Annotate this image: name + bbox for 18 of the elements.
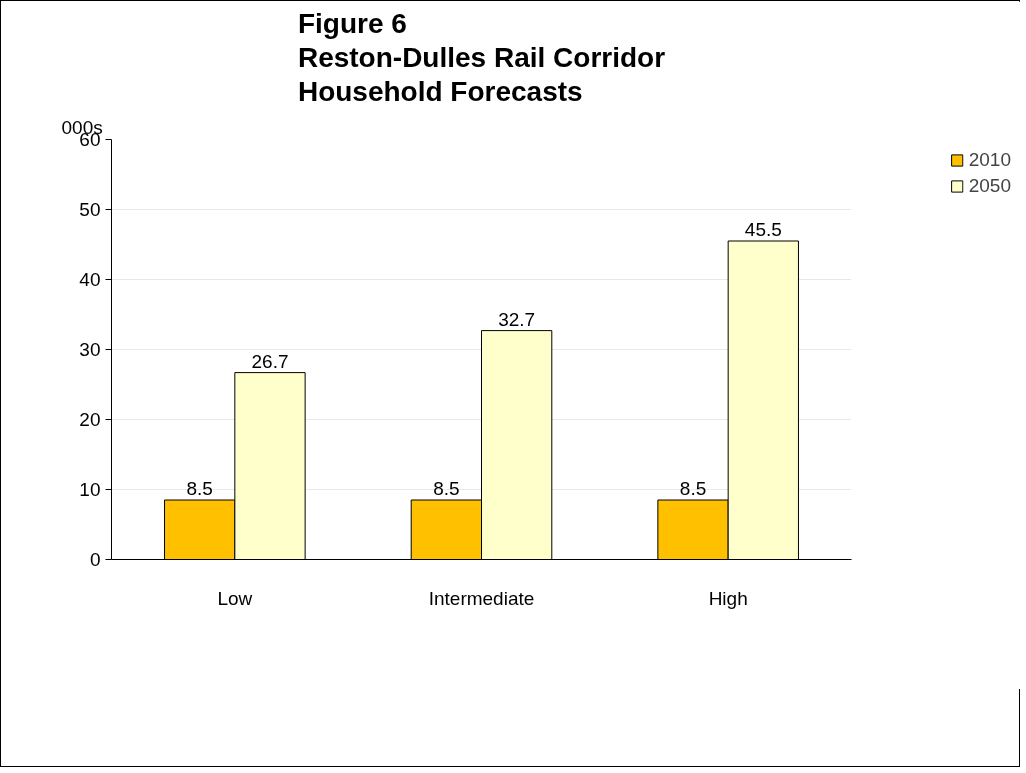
x-tick-label: High: [708, 587, 748, 609]
y-tick-label: 0: [89, 549, 101, 570]
data-label: 32.7: [498, 308, 536, 330]
y-tick-label: 40: [79, 269, 101, 290]
chart-title: Figure 6 Reston-Dulles Rail Corridor Household Forecasts: [297, 8, 666, 108]
data-label: 8.5: [433, 478, 460, 499]
legend-label: 2010: [968, 149, 1011, 171]
x-tick-label: Intermediate: [428, 587, 535, 609]
y-tick-label: 10: [79, 479, 101, 500]
x-tick-label: Low: [217, 587, 253, 609]
legend-label: 2050: [968, 175, 1011, 197]
data-label: 45.5: [744, 219, 782, 240]
data-label: 26.7: [251, 350, 289, 372]
data-label: 8.5: [186, 478, 213, 499]
y-tick-label: 30: [79, 339, 101, 360]
y-tick-label: 20: [79, 409, 101, 430]
y-tick-label: 50: [79, 199, 101, 220]
data-label: 8.5: [679, 478, 707, 499]
